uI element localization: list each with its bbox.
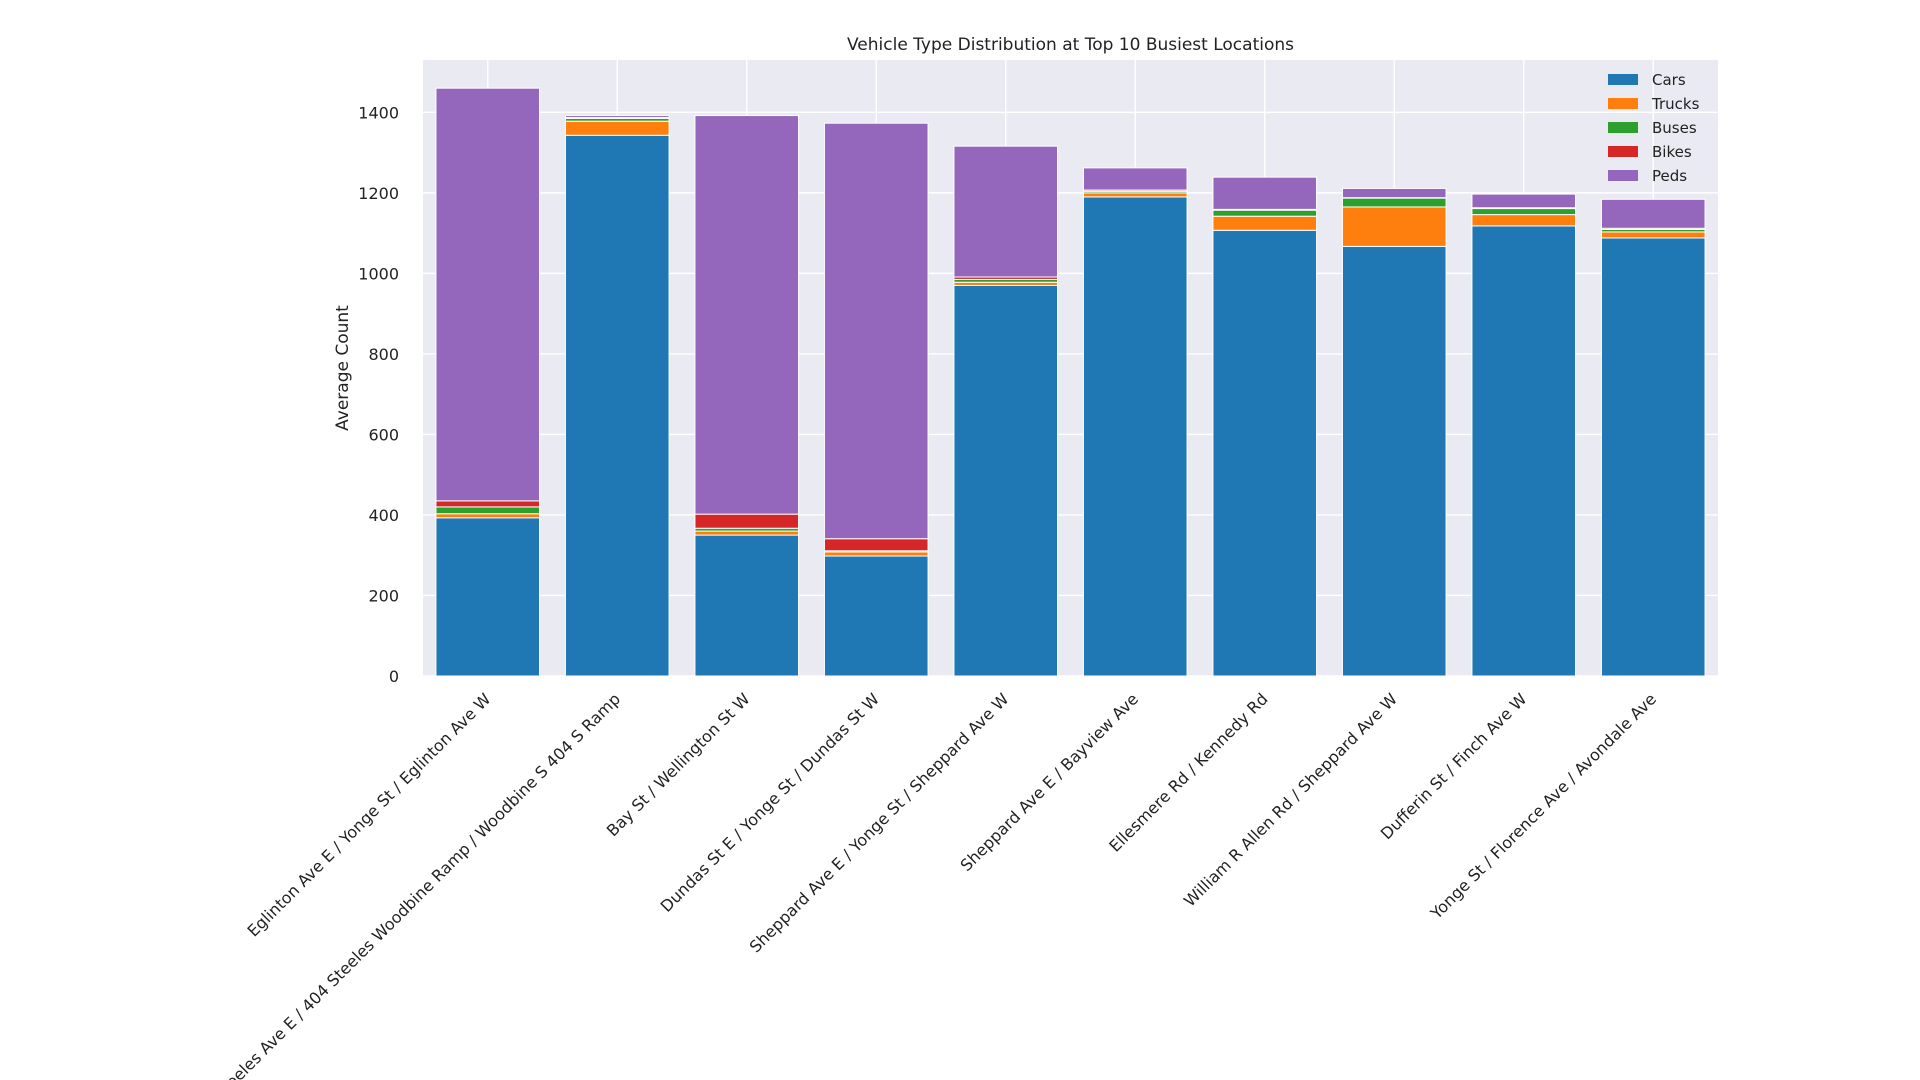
y-tick-label: 0 bbox=[389, 667, 399, 686]
x-tick-label: Bay St / Wellington St W bbox=[603, 689, 754, 840]
bar-peds-2 bbox=[564, 115, 670, 119]
y-tick-label: 200 bbox=[368, 586, 399, 605]
bar-trucks-4 bbox=[823, 551, 929, 557]
bar-cars-10 bbox=[1600, 237, 1706, 677]
y-axis-label: Average Count bbox=[333, 305, 353, 431]
legend-swatch-cars bbox=[1608, 74, 1638, 85]
bar-buses-9 bbox=[1471, 208, 1577, 216]
bar-buses-1 bbox=[435, 506, 541, 515]
bars bbox=[435, 87, 1706, 677]
bar-buses-7 bbox=[1212, 209, 1318, 217]
x-tick-label: Yonge St / Florence Ave / Avondale Ave bbox=[1426, 689, 1660, 923]
bar-cars-9 bbox=[1471, 225, 1577, 677]
legend-label-bikes: Bikes bbox=[1652, 143, 1692, 161]
bar-bikes-1 bbox=[435, 500, 541, 508]
x-tick-labels: Eglinton Ave E / Yonge St / Eglinton Ave… bbox=[210, 689, 1660, 1080]
y-tick-label: 400 bbox=[368, 506, 399, 525]
bar-bikes-3 bbox=[694, 513, 800, 529]
chart-title: Vehicle Type Distribution at Top 10 Busi… bbox=[847, 35, 1294, 55]
y-tick-label: 1200 bbox=[358, 184, 399, 203]
bar-cars-4 bbox=[823, 555, 929, 677]
x-tick-label: William R Allen Rd / Sheppard Ave W bbox=[1180, 689, 1401, 910]
y-tick-label: 800 bbox=[368, 345, 399, 364]
legend-label-buses: Buses bbox=[1652, 119, 1697, 137]
legend-swatch-buses bbox=[1608, 122, 1638, 133]
bar-cars-5 bbox=[953, 284, 1059, 677]
legend-label-peds: Peds bbox=[1652, 167, 1687, 185]
y-tick-label: 600 bbox=[368, 425, 399, 444]
y-tick-label: 1000 bbox=[358, 264, 399, 283]
bar-cars-3 bbox=[694, 534, 800, 677]
bar-peds-5 bbox=[953, 145, 1059, 278]
bar-peds-8 bbox=[1341, 187, 1447, 199]
legend-label-cars: Cars bbox=[1652, 71, 1686, 89]
legend: Cars Trucks Buses Bikes Peds bbox=[1608, 71, 1700, 185]
x-tick-label: Dufferin St / Finch Ave W bbox=[1377, 689, 1531, 843]
bar-peds-10 bbox=[1600, 198, 1706, 229]
bar-peds-1 bbox=[435, 87, 541, 502]
bar-trucks-9 bbox=[1471, 214, 1577, 227]
y-tick-labels: 0 200 400 600 800 1000 1200 1400 bbox=[358, 103, 399, 686]
bar-trucks-2 bbox=[564, 120, 670, 136]
x-tick-label: Dundas St E / Yonge St / Dundas St W bbox=[657, 689, 884, 916]
x-tick-label: Eglinton Ave E / Yonge St / Eglinton Ave… bbox=[243, 689, 494, 940]
legend-swatch-trucks bbox=[1608, 98, 1638, 109]
bar-cars-1 bbox=[435, 517, 541, 677]
bar-peds-3 bbox=[694, 115, 800, 515]
bar-trucks-1 bbox=[435, 513, 541, 519]
bar-peds-9 bbox=[1471, 193, 1577, 209]
bar-buses-8 bbox=[1341, 197, 1447, 208]
bar-peds-4 bbox=[823, 122, 929, 540]
legend-swatch-peds bbox=[1608, 170, 1638, 181]
bar-trucks-3 bbox=[694, 530, 800, 536]
bar-cars-2 bbox=[564, 134, 670, 677]
bar-peds-6 bbox=[1082, 167, 1188, 191]
bar-trucks-6 bbox=[1082, 192, 1188, 198]
bar-peds-7 bbox=[1212, 176, 1318, 210]
legend-swatch-bikes bbox=[1608, 146, 1638, 157]
x-tick-label: Steeles Ave E / 404 Steeles Woodbine Ram… bbox=[210, 689, 624, 1080]
bar-trucks-8 bbox=[1341, 206, 1447, 247]
bar-cars-7 bbox=[1212, 229, 1318, 677]
x-tick-label: Sheppard Ave E / Yonge St / Sheppard Ave… bbox=[746, 689, 1013, 956]
bar-bikes-4 bbox=[823, 538, 929, 552]
legend-label-trucks: Trucks bbox=[1651, 95, 1700, 113]
bar-cars-6 bbox=[1082, 196, 1188, 677]
y-tick-label: 1400 bbox=[358, 103, 399, 122]
bar-cars-8 bbox=[1341, 245, 1447, 677]
bar-trucks-7 bbox=[1212, 215, 1318, 231]
bar-trucks-10 bbox=[1600, 231, 1706, 239]
